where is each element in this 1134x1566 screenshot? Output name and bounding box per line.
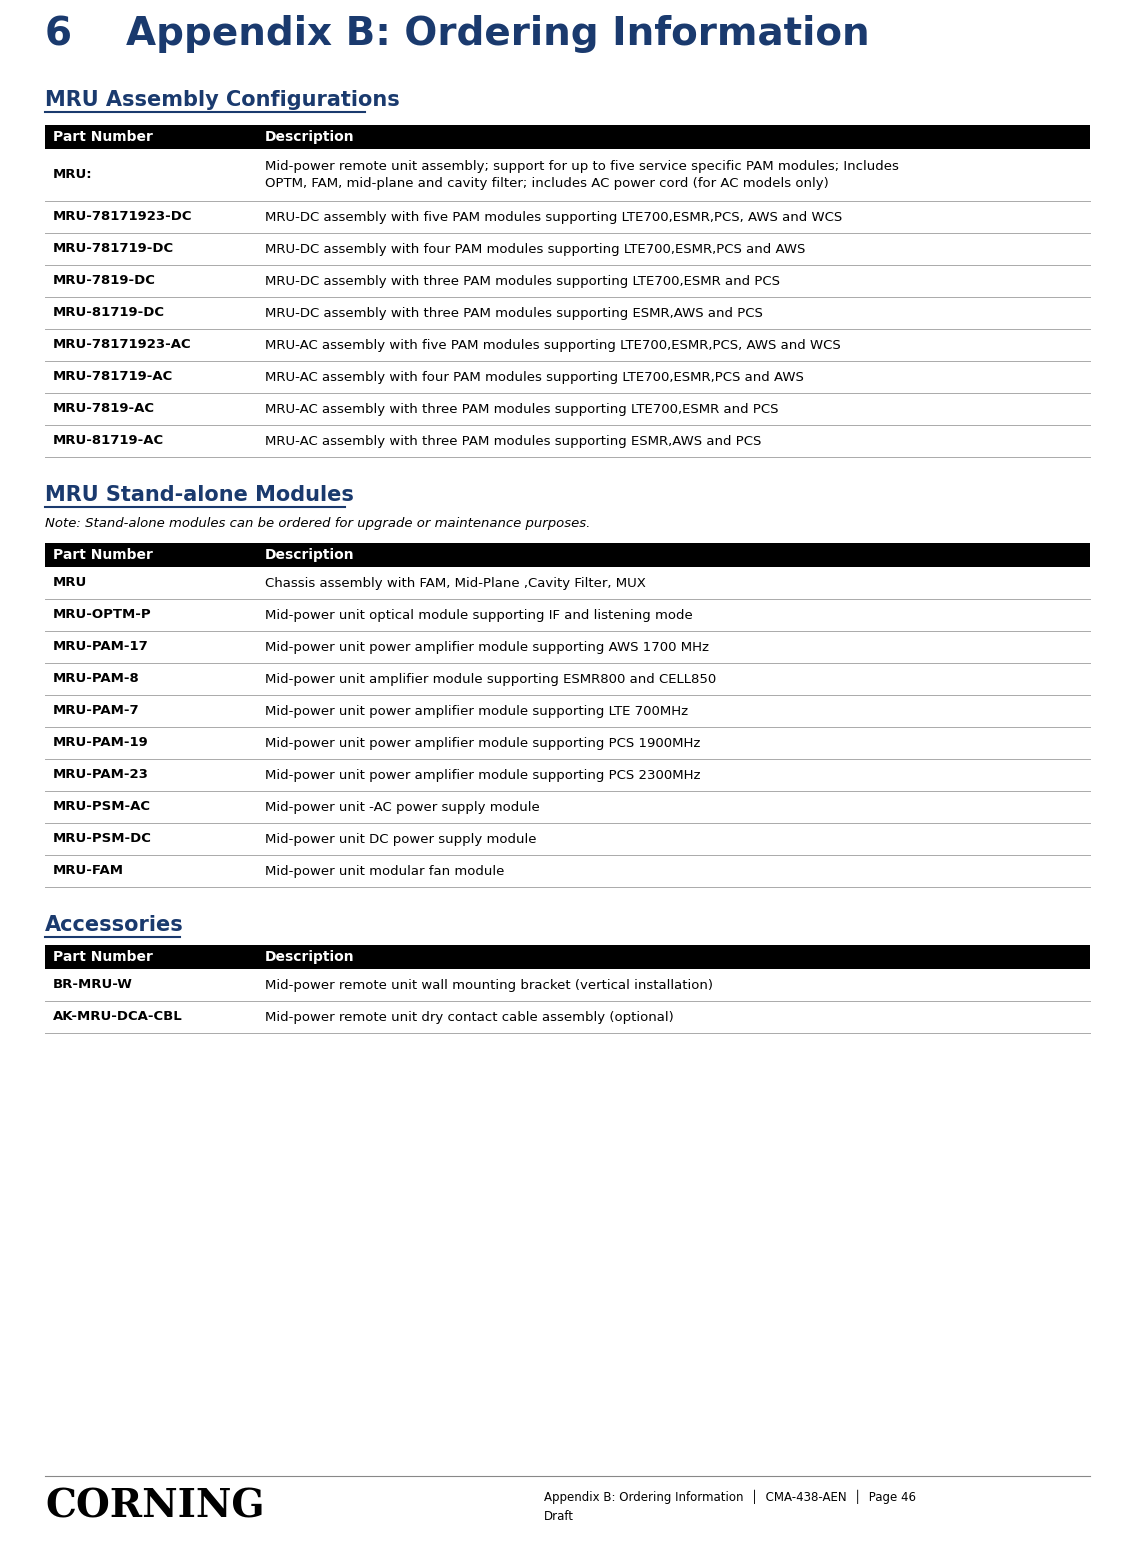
- Text: Mid-power unit power amplifier module supporting PCS 2300MHz: Mid-power unit power amplifier module su…: [265, 769, 701, 781]
- Bar: [45, 265, 1090, 298]
- Text: Mid-power unit power amplifier module supporting PCS 1900MHz: Mid-power unit power amplifier module su…: [265, 736, 701, 750]
- Text: MRU-7819-DC: MRU-7819-DC: [53, 274, 155, 288]
- Text: Part Number: Part Number: [53, 130, 153, 144]
- Bar: [45, 543, 1090, 567]
- Text: MRU Stand-alone Modules: MRU Stand-alone Modules: [45, 485, 354, 504]
- Text: Mid-power unit amplifier module supporting ESMR800 and CELL850: Mid-power unit amplifier module supporti…: [265, 672, 717, 686]
- Text: MRU-PSM-AC: MRU-PSM-AC: [53, 800, 151, 813]
- Text: Mid-power unit -AC power supply module: Mid-power unit -AC power supply module: [265, 800, 540, 813]
- Text: MRU-DC assembly with three PAM modules supporting ESMR,AWS and PCS: MRU-DC assembly with three PAM modules s…: [265, 307, 763, 319]
- Text: MRU-DC assembly with five PAM modules supporting LTE700,ESMR,PCS, AWS and WCS: MRU-DC assembly with five PAM modules su…: [265, 210, 843, 224]
- Text: Mid-power unit modular fan module: Mid-power unit modular fan module: [265, 864, 505, 877]
- Text: Mid-power unit power amplifier module supporting AWS 1700 MHz: Mid-power unit power amplifier module su…: [265, 640, 709, 653]
- Bar: [45, 393, 1090, 424]
- Bar: [45, 362, 1090, 393]
- Text: MRU-PSM-DC: MRU-PSM-DC: [53, 833, 152, 846]
- Text: MRU-OPTM-P: MRU-OPTM-P: [53, 609, 152, 622]
- Text: Mid-power remote unit dry contact cable assembly (optional): Mid-power remote unit dry contact cable …: [265, 1010, 674, 1024]
- Text: Mid-power remote unit wall mounting bracket (vertical installation): Mid-power remote unit wall mounting brac…: [265, 979, 713, 991]
- Bar: [45, 662, 1090, 695]
- Text: MRU-78171923-DC: MRU-78171923-DC: [53, 210, 193, 224]
- Text: MRU-PAM-23: MRU-PAM-23: [53, 769, 149, 781]
- Text: MRU-AC assembly with five PAM modules supporting LTE700,ESMR,PCS, AWS and WCS: MRU-AC assembly with five PAM modules su…: [265, 338, 840, 351]
- Text: MRU-AC assembly with three PAM modules supporting ESMR,AWS and PCS: MRU-AC assembly with three PAM modules s…: [265, 434, 761, 448]
- Text: MRU-7819-AC: MRU-7819-AC: [53, 402, 155, 415]
- Text: MRU-DC assembly with three PAM modules supporting LTE700,ESMR and PCS: MRU-DC assembly with three PAM modules s…: [265, 274, 780, 288]
- Bar: [45, 600, 1090, 631]
- Bar: [45, 149, 1090, 200]
- Bar: [45, 567, 1090, 600]
- Text: MRU-PAM-17: MRU-PAM-17: [53, 640, 149, 653]
- Bar: [45, 727, 1090, 760]
- Bar: [45, 824, 1090, 855]
- Text: BR-MRU-W: BR-MRU-W: [53, 979, 133, 991]
- Text: MRU-78171923-AC: MRU-78171923-AC: [53, 338, 192, 351]
- Text: Chassis assembly with FAM, Mid-Plane ,Cavity Filter, MUX: Chassis assembly with FAM, Mid-Plane ,Ca…: [265, 576, 646, 589]
- Text: MRU:: MRU:: [53, 169, 93, 182]
- Bar: [45, 424, 1090, 457]
- Text: Appendix B: Ordering Information  │  CMA-438-AEN  │  Page 46: Appendix B: Ordering Information │ CMA-4…: [544, 1489, 916, 1505]
- Text: MRU-PAM-7: MRU-PAM-7: [53, 705, 139, 717]
- Text: MRU-PAM-8: MRU-PAM-8: [53, 672, 139, 686]
- Text: MRU-FAM: MRU-FAM: [53, 864, 124, 877]
- Text: Mid-power unit power amplifier module supporting LTE 700MHz: Mid-power unit power amplifier module su…: [265, 705, 688, 717]
- Text: MRU-AC assembly with three PAM modules supporting LTE700,ESMR and PCS: MRU-AC assembly with three PAM modules s…: [265, 402, 779, 415]
- Text: MRU-81719-AC: MRU-81719-AC: [53, 434, 164, 448]
- Text: MRU-AC assembly with four PAM modules supporting LTE700,ESMR,PCS and AWS: MRU-AC assembly with four PAM modules su…: [265, 371, 804, 384]
- Bar: [45, 695, 1090, 727]
- Text: Mid-power unit DC power supply module: Mid-power unit DC power supply module: [265, 833, 536, 846]
- Text: MRU-781719-AC: MRU-781719-AC: [53, 371, 174, 384]
- Bar: [45, 791, 1090, 824]
- Bar: [45, 969, 1090, 1001]
- Text: 6    Appendix B: Ordering Information: 6 Appendix B: Ordering Information: [45, 16, 870, 53]
- Text: Part Number: Part Number: [53, 951, 153, 965]
- Bar: [45, 760, 1090, 791]
- Bar: [45, 1001, 1090, 1034]
- Text: Description: Description: [265, 951, 355, 965]
- Bar: [45, 233, 1090, 265]
- Text: Mid-power remote unit assembly; support for up to five service specific PAM modu: Mid-power remote unit assembly; support …: [265, 160, 899, 189]
- Text: Mid-power unit optical module supporting IF and listening mode: Mid-power unit optical module supporting…: [265, 609, 693, 622]
- Text: MRU-781719-DC: MRU-781719-DC: [53, 243, 175, 255]
- Text: Description: Description: [265, 548, 355, 562]
- Bar: [45, 329, 1090, 362]
- Text: Draft: Draft: [544, 1510, 574, 1524]
- Bar: [45, 125, 1090, 149]
- Bar: [45, 200, 1090, 233]
- Bar: [45, 631, 1090, 662]
- Text: MRU Assembly Configurations: MRU Assembly Configurations: [45, 89, 400, 110]
- Text: Note: Stand-alone modules can be ordered for upgrade or maintenance purposes.: Note: Stand-alone modules can be ordered…: [45, 517, 591, 529]
- Text: CORNING: CORNING: [45, 1488, 264, 1525]
- Text: AK-MRU-DCA-CBL: AK-MRU-DCA-CBL: [53, 1010, 183, 1024]
- Bar: [45, 855, 1090, 886]
- Text: Accessories: Accessories: [45, 915, 184, 935]
- Bar: [45, 944, 1090, 969]
- Text: MRU-PAM-19: MRU-PAM-19: [53, 736, 149, 750]
- Text: Description: Description: [265, 130, 355, 144]
- Text: MRU-81719-DC: MRU-81719-DC: [53, 307, 166, 319]
- Text: MRU: MRU: [53, 576, 87, 589]
- Text: MRU-DC assembly with four PAM modules supporting LTE700,ESMR,PCS and AWS: MRU-DC assembly with four PAM modules su…: [265, 243, 805, 255]
- Bar: [45, 298, 1090, 329]
- Text: Part Number: Part Number: [53, 548, 153, 562]
